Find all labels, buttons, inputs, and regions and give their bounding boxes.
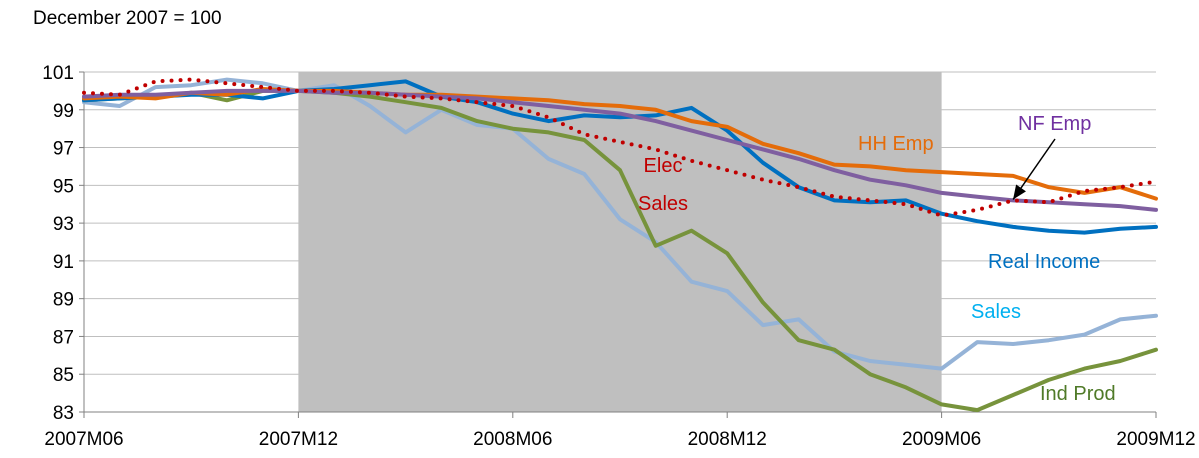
- series-label-sales: Sales: [971, 301, 1021, 323]
- x-tick-label-2009M12: 2009M12: [1116, 429, 1195, 450]
- series-label-nf-emp: NF Emp: [1018, 113, 1091, 135]
- x-tick-label-2009M06: 2009M06: [902, 429, 981, 450]
- y-tick-label-93: 93: [53, 214, 74, 235]
- nf-emp-arrow: [1012, 138, 1056, 200]
- x-tick-label-2008M12: 2008M12: [688, 429, 767, 450]
- series-line-elec-sales: [82, 77, 1158, 218]
- series-line-nf-emp: [82, 88, 1158, 212]
- y-tick-label-91: 91: [53, 252, 74, 273]
- arrow-head: [1013, 184, 1026, 200]
- x-tick-label-2007M12: 2007M12: [259, 429, 338, 450]
- series-line-sales: [82, 77, 1158, 371]
- y-tick-label-83: 83: [53, 403, 74, 424]
- series-label-hh-emp: HH Emp: [858, 133, 934, 155]
- recession-shading: [298, 72, 942, 412]
- series-label-elec-sales: Elec Sales: [638, 155, 688, 215]
- y-tick-label-99: 99: [53, 101, 74, 122]
- x-tick-label-2008M06: 2008M06: [473, 429, 552, 450]
- series-label-ind-prod: Ind Prod: [1040, 383, 1116, 405]
- y-tick-label-85: 85: [53, 365, 74, 386]
- x-tick-label-2007M06: 2007M06: [44, 429, 123, 450]
- y-tick-label-89: 89: [53, 290, 74, 311]
- chart-subtitle: December 2007 = 100: [33, 8, 222, 29]
- y-tick-label-97: 97: [53, 139, 74, 160]
- y-tick-label-87: 87: [53, 327, 74, 348]
- series-line-real-income: [82, 79, 1158, 235]
- y-tick-label-101: 101: [42, 63, 74, 84]
- y-tick-label-95: 95: [53, 176, 74, 197]
- series-label-real-income: Real Income: [988, 251, 1100, 273]
